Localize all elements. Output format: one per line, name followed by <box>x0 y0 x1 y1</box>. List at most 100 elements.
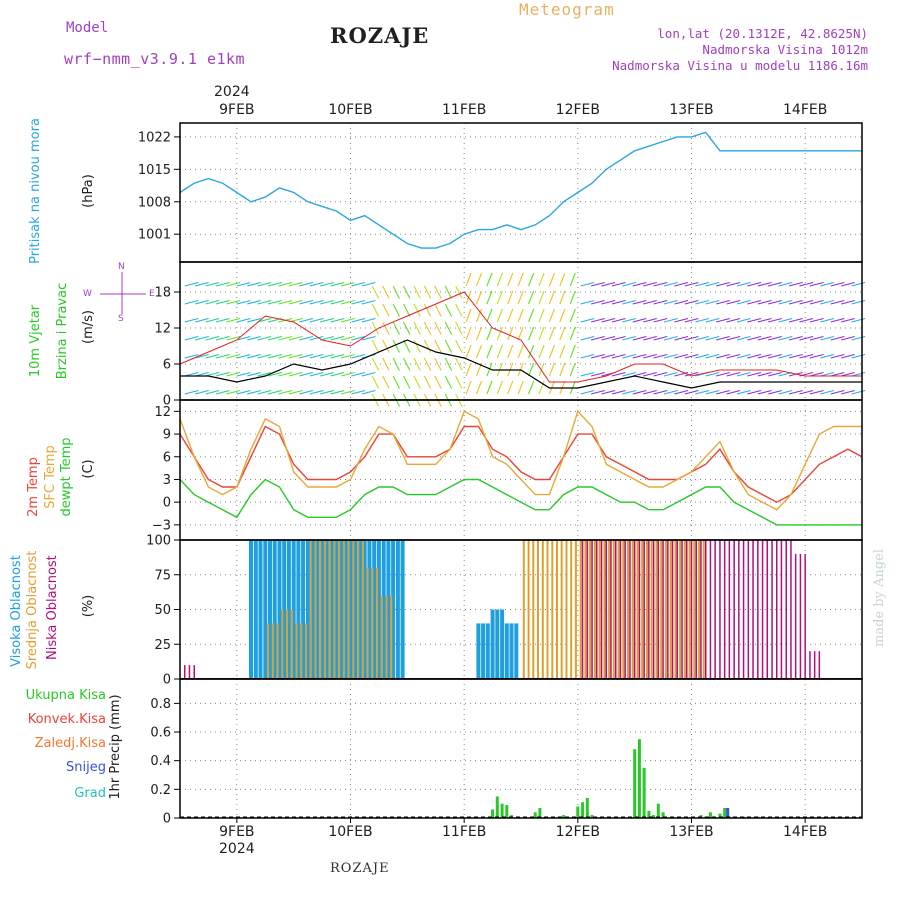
cloud-bar-1-34-2 <box>674 540 677 679</box>
cloud-bar-1-24-1 <box>527 540 530 679</box>
cloud-bar-0-22-1 <box>495 609 500 679</box>
wind-gust-line <box>179 291 862 383</box>
wind-arrow-142 <box>392 357 400 371</box>
ytick-label-4-2: 0.4 <box>150 754 171 769</box>
wind-arrow-363 <box>715 281 730 287</box>
wind-arrow-441 <box>841 389 855 395</box>
wind-arrow-294 <box>622 389 637 395</box>
wind-arrow-52 <box>257 335 272 341</box>
wind-arrow-264 <box>569 290 576 305</box>
precip-bar-0-11 <box>585 797 589 818</box>
wind-speed-line <box>180 339 862 389</box>
wind-arrow-339 <box>684 335 699 341</box>
ytick-label-0-3: 1001 <box>138 228 171 243</box>
wind-arrow-266 <box>580 389 595 395</box>
cloud-bar-0-22-0 <box>490 609 495 679</box>
wind-arrow-229 <box>517 290 524 305</box>
cloud-bar-2-44-1 <box>813 651 816 679</box>
cloud-bar-0-12-1 <box>353 540 358 679</box>
wind-arrow-314 <box>643 281 657 287</box>
wind-arrow-185 <box>455 339 463 353</box>
bottom-day-label-0: 9FEB <box>219 824 254 840</box>
wind-arrow-448 <box>851 389 866 395</box>
wind-arrow-178 <box>444 339 453 353</box>
wind-arrow-216 <box>496 272 503 287</box>
wind-arrow-102 <box>330 317 345 323</box>
wind-arrow-160 <box>413 285 421 299</box>
wind-arrow-35 <box>236 389 251 395</box>
cloud-bar-2-36-1 <box>700 540 702 679</box>
wind-arrow-25 <box>215 317 230 323</box>
wind-arrow-146 <box>392 285 400 299</box>
wind-arrow-327 <box>663 299 678 305</box>
cloud-bar-1-32-2 <box>646 540 648 679</box>
cloud-bar-2-41-2 <box>776 540 778 679</box>
top-day-label-4: 13FEB <box>669 102 713 118</box>
wind-arrow-416 <box>799 335 814 341</box>
cloud-bar-2-33-1 <box>657 540 660 679</box>
wind-arrow-217 <box>507 380 514 395</box>
wind-arrow-203 <box>486 380 493 395</box>
wind-arrow-148 <box>403 375 411 389</box>
wind-arrow-290 <box>611 335 626 341</box>
cloud-bar-1-7-0 <box>281 609 284 679</box>
ytick-label-3-2: 50 <box>154 603 171 618</box>
wind-arrow-434 <box>830 389 845 395</box>
wind-arrow-21 <box>215 389 230 395</box>
wind-arrow-45 <box>247 335 261 341</box>
cloud-bar-1-9-2 <box>319 540 322 679</box>
wind-arrow-315 <box>653 389 668 395</box>
precip-bar-0-13 <box>633 749 637 818</box>
wind-arrow-190 <box>465 362 472 377</box>
wind-arrow-82 <box>299 299 314 305</box>
wind-arrow-337 <box>684 371 699 377</box>
compass-s: S <box>118 314 124 324</box>
precip-bar-0-15 <box>642 767 646 818</box>
wind-arrow-390 <box>757 299 772 305</box>
wind-arrow-329 <box>674 389 689 395</box>
cloud-bar-1-11-0 <box>338 540 341 679</box>
wind-arrow-437 <box>830 335 845 341</box>
cloud-bar-0-6-1 <box>268 540 272 679</box>
wind-arrow-139 <box>382 285 390 299</box>
wind-arrow-251 <box>548 272 556 287</box>
wind-arrow-418 <box>799 299 814 305</box>
wind-arrow-56 <box>267 389 282 395</box>
wind-arrow-23 <box>215 353 230 359</box>
wind-arrow-424 <box>809 317 824 323</box>
wind-arrow-107 <box>340 353 355 359</box>
cloud-bar-2-28-0 <box>581 540 584 679</box>
wind-arrow-312 <box>643 317 657 323</box>
wind-arrow-90 <box>309 281 324 287</box>
wind-arrow-13 <box>195 281 209 287</box>
wind-arrow-420 <box>809 389 824 395</box>
wind-arrow-270 <box>580 317 595 323</box>
cloud-bar-1-27-0 <box>565 540 568 679</box>
wind-arrow-398 <box>768 281 782 287</box>
wind-arrow-44 <box>247 353 261 359</box>
wind-arrow-167 <box>423 285 432 299</box>
cloud-bar-1-8-1 <box>300 623 303 679</box>
cloud-bar-2-29-2 <box>605 540 607 679</box>
wind-arrow-176 <box>444 375 453 389</box>
wind-arrow-276 <box>590 335 605 341</box>
cloud-bar-1-26-2 <box>560 540 563 679</box>
wind-arrow-124 <box>361 299 376 305</box>
wind-arrow-155 <box>413 375 421 389</box>
precip-bar-0-5 <box>533 812 537 818</box>
cloud-bar-1-25-0 <box>537 540 539 679</box>
cloud-bar-0-14-2 <box>386 540 391 679</box>
wind-arrow-169 <box>434 375 442 389</box>
wind-arrow-283 <box>601 335 616 341</box>
wind-arrow-436 <box>830 353 845 359</box>
wind-arrow-248 <box>548 326 556 341</box>
wind-arrow-336 <box>684 389 699 395</box>
wind-arrow-379 <box>747 371 762 377</box>
wind-arrow-87 <box>309 335 324 341</box>
wind-arrow-227 <box>517 326 524 341</box>
wind-arrow-12 <box>195 299 209 305</box>
wind-arrow-131 <box>371 303 380 317</box>
model-label: Model <box>66 20 109 36</box>
wind-arrow-29 <box>226 371 241 377</box>
cloud-bar-0-8-0 <box>291 540 296 679</box>
